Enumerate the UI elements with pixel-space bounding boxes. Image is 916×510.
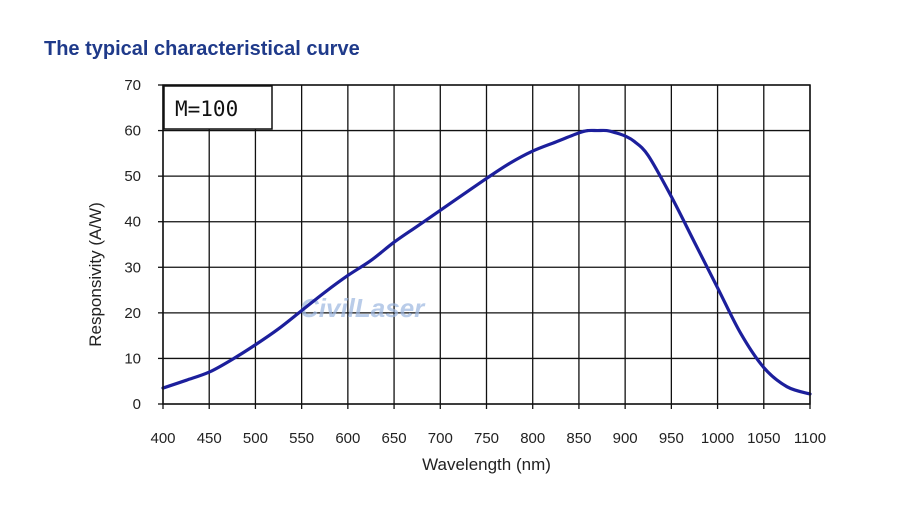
y-axis-title: Responsivity (A/W): [86, 202, 105, 347]
annotation-box: M=100: [163, 85, 273, 130]
y-tick-label: 0: [133, 396, 141, 413]
x-tick-label: 1000: [701, 430, 734, 447]
x-tick-label: 500: [243, 430, 268, 447]
x-tick-label: 1100: [794, 430, 826, 447]
y-tick-label: 10: [124, 350, 141, 367]
y-tick-label: 40: [124, 214, 141, 231]
series-layer: [161, 128, 812, 396]
y-tick-label: 30: [124, 259, 141, 276]
y-tick-label: 70: [124, 77, 141, 94]
x-tick-label: 600: [335, 430, 360, 447]
annotation-box-frame: [163, 85, 273, 130]
x-tick-label: 950: [659, 430, 684, 447]
x-tick-label: 850: [566, 430, 591, 447]
series-line: [161, 128, 812, 396]
y-tick-label: 50: [124, 168, 141, 185]
x-tick-label: 750: [474, 430, 499, 447]
watermark-text: CivilLaser: [300, 293, 426, 323]
x-tick-label: 800: [520, 430, 545, 447]
y-tick-label: 60: [124, 123, 141, 140]
x-tick-label: 700: [428, 430, 453, 447]
plot-area-frame: [162, 84, 811, 405]
annotation-label: M=100: [175, 97, 238, 121]
x-tick-label: 450: [197, 430, 222, 447]
x-tick-label: 550: [289, 430, 314, 447]
page-title: The typical characteristical curve: [44, 38, 360, 60]
x-tick-label: 650: [382, 430, 407, 447]
x-axis-title: Wavelength (nm): [422, 455, 551, 474]
x-tick-label: 1050: [747, 430, 780, 447]
y-tick-label: 20: [124, 305, 141, 322]
x-tick-label: 900: [613, 430, 638, 447]
x-tick-label: 400: [150, 430, 175, 447]
grid-layer: [158, 84, 811, 409]
tick-label-layer: 400 450 500 550 600 650 700 750 800 850 900 950 1000…: [124, 77, 826, 447]
